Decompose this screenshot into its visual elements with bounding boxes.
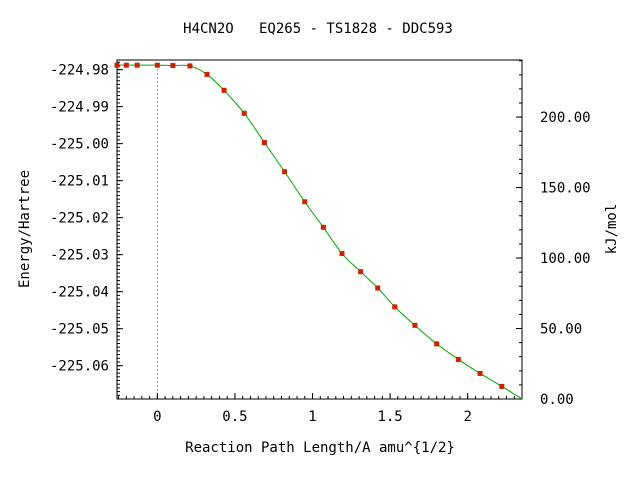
data-point <box>134 62 140 68</box>
x-tick-label: 0.5 <box>222 409 247 425</box>
x-tick-label: 2 <box>463 409 471 425</box>
x-tick-label: 0 <box>153 409 161 425</box>
y2-tick-label: 200.00 <box>540 110 591 126</box>
y-tick-label: -224.99 <box>50 100 109 116</box>
data-point <box>434 341 440 347</box>
y2-axis-ticks: 0.00 50.00 100.00 150.00 200.00 <box>516 110 591 408</box>
data-point <box>241 110 247 116</box>
y-tick-label: -225.00 <box>50 137 109 153</box>
data-point <box>114 62 120 68</box>
data-point <box>392 304 398 310</box>
y2-tick-label: 150.00 <box>540 181 591 197</box>
data-point <box>154 62 160 68</box>
data-point <box>204 71 210 77</box>
y2-tick-label: 50.00 <box>540 322 582 338</box>
data-point <box>221 87 227 93</box>
data-point <box>477 370 483 376</box>
y-tick-label: -225.02 <box>50 211 109 227</box>
data-point <box>499 383 505 389</box>
data-point <box>170 63 176 69</box>
chart-title: H4CN2O EQ265 - TS1828 - DDC593 <box>183 21 453 37</box>
y-tick-label: -225.03 <box>50 248 109 264</box>
y2-tick-label: 100.00 <box>540 251 591 267</box>
y2-axis-label: kJ/mol <box>604 204 620 255</box>
data-point <box>320 224 326 230</box>
data-markers <box>114 62 505 389</box>
data-point <box>412 322 418 328</box>
y-tick-label: -225.01 <box>50 174 109 190</box>
y-tick-label: -224.98 <box>50 63 109 79</box>
x-axis-label: Reaction Path Length/A amu^{1/2} <box>185 440 455 456</box>
y2-tick-label: 0.00 <box>540 392 574 408</box>
y-tick-label: -225.05 <box>50 322 109 338</box>
data-point <box>261 140 267 146</box>
x-axis-ticks: 0 0.5 1 1.5 2 <box>153 393 472 425</box>
plot-frame <box>116 59 523 400</box>
data-point <box>187 63 193 69</box>
energy-curve <box>116 64 523 400</box>
data-point <box>282 169 288 175</box>
data-point <box>455 356 461 362</box>
data-point <box>358 269 364 275</box>
x-tick-label: 1 <box>308 409 316 425</box>
data-point <box>123 62 129 68</box>
y-axis-label: Energy/Hartree <box>17 170 33 288</box>
data-point <box>302 199 308 205</box>
y-tick-label: -225.04 <box>50 285 109 301</box>
y-tick-label: -225.06 <box>50 359 109 375</box>
y-axis-ticks: -224.98 -224.99 -225.00 -225.01 -225.02 -225.… <box>50 63 123 375</box>
minor-ticks <box>117 60 523 400</box>
data-point <box>339 251 345 257</box>
data-point <box>375 285 381 291</box>
x-tick-label: 1.5 <box>377 409 402 425</box>
